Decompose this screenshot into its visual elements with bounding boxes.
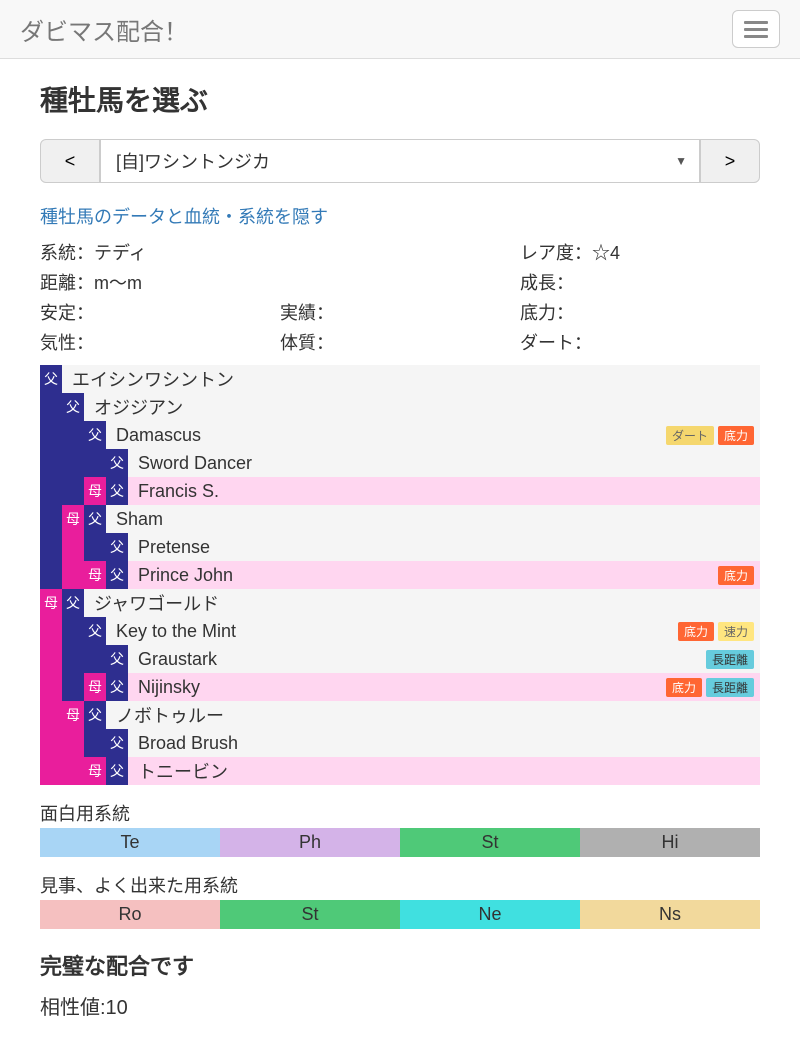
horse-name: Damascus xyxy=(106,421,666,449)
info-temper: 気性： xyxy=(40,329,280,355)
brand[interactable]: ダビマス配合！ xyxy=(20,12,188,47)
lineage-cell: Ns xyxy=(580,900,760,929)
dam-tag: 母 xyxy=(84,673,106,701)
sire-tag: 父 xyxy=(84,421,106,449)
horse-name: エイシンワシントン xyxy=(62,365,760,393)
pedigree-row: 母父Sham xyxy=(40,505,760,533)
lines2-row: RoStNeNs xyxy=(40,900,760,929)
info-health: 体質： xyxy=(280,329,520,355)
pedigree-row: 父Key to the Mint底力速力 xyxy=(40,617,760,645)
result-heading: 完璧な配合です xyxy=(40,949,760,981)
dam-tag: 母 xyxy=(40,589,62,617)
attribute-badge: 底力 xyxy=(718,566,754,585)
stallion-selected: [自]ワシントンジカ xyxy=(116,148,270,174)
dam-tag: 母 xyxy=(84,477,106,505)
pedigree-row: 父Sword Dancer xyxy=(40,449,760,477)
pedigree-row: 父Broad Brush xyxy=(40,729,760,757)
sire-tag: 父 xyxy=(106,477,128,505)
attribute-badge: 底力 xyxy=(678,622,714,641)
info-distance: 距離：m～m xyxy=(40,269,520,295)
toggle-details-link[interactable]: 種牡馬のデータと血統・系統を隠す xyxy=(40,203,760,229)
horse-name: Key to the Mint xyxy=(106,617,678,645)
info-stability: 安定： xyxy=(40,299,280,325)
sire-tag: 父 xyxy=(106,645,128,673)
sire-tag: 父 xyxy=(62,393,84,421)
horse-name: トニービン xyxy=(128,757,760,785)
pedigree-row: 母父Prince John底力 xyxy=(40,561,760,589)
sire-tag: 父 xyxy=(106,729,128,757)
pedigree-row: 母父ジャワゴールド xyxy=(40,589,760,617)
horse-name: オジジアン xyxy=(84,393,760,421)
pedigree-row: 父Pretense xyxy=(40,533,760,561)
pedigree-row: 母父ノボトゥルー xyxy=(40,701,760,729)
sire-tag: 父 xyxy=(40,365,62,393)
sire-tag: 父 xyxy=(84,505,106,533)
prev-button[interactable]: < xyxy=(40,139,100,183)
horse-name: Francis S. xyxy=(128,477,760,505)
result-score: 相性値:10 xyxy=(40,991,760,1020)
info-dirt: ダート： xyxy=(520,329,760,355)
dam-tag: 母 xyxy=(62,505,84,533)
lines2-label: 見事、よく出来た用系統 xyxy=(40,872,760,898)
lines1-row: TePhStHi xyxy=(40,828,760,857)
horse-name: Sword Dancer xyxy=(128,449,760,477)
sire-tag: 父 xyxy=(84,617,106,645)
sire-tag: 父 xyxy=(84,701,106,729)
sire-tag: 父 xyxy=(106,449,128,477)
pedigree-row: 母父トニービン xyxy=(40,757,760,785)
attribute-badge: 速力 xyxy=(718,622,754,641)
info-record: 実績： xyxy=(280,299,520,325)
pedigree-row: 父エイシンワシントン xyxy=(40,365,760,393)
lineage-cell: Hi xyxy=(580,828,760,857)
attribute-badge: ダート xyxy=(666,426,714,445)
sire-tag: 父 xyxy=(106,533,128,561)
menu-toggle-button[interactable] xyxy=(732,10,780,48)
horse-name: Broad Brush xyxy=(128,729,760,757)
horse-name: Pretense xyxy=(128,533,760,561)
info-stamina: 底力： xyxy=(520,299,760,325)
pedigree-row: 母父Nijinsky底力長距離 xyxy=(40,673,760,701)
info-rarity: レア度：☆4 xyxy=(520,239,760,265)
pedigree-row: 父Graustark長距離 xyxy=(40,645,760,673)
sire-tag: 父 xyxy=(62,589,84,617)
navbar: ダビマス配合！ xyxy=(0,0,800,59)
lineage-cell: St xyxy=(220,900,400,929)
lines1-label: 面白用系統 xyxy=(40,800,760,826)
lineage-cell: Ne xyxy=(400,900,580,929)
dam-tag: 母 xyxy=(84,561,106,589)
dam-tag: 母 xyxy=(62,701,84,729)
attribute-badge: 底力 xyxy=(666,678,702,697)
pedigree-row: 父Damascusダート底力 xyxy=(40,421,760,449)
sire-tag: 父 xyxy=(106,673,128,701)
sire-tag: 父 xyxy=(106,561,128,589)
next-button[interactable]: > xyxy=(700,139,760,183)
attribute-badge: 長距離 xyxy=(706,678,754,697)
lineage-cell: St xyxy=(400,828,580,857)
info-growth: 成長： xyxy=(520,269,760,295)
stallion-dropdown[interactable]: [自]ワシントンジカ xyxy=(100,139,700,183)
lineage-cell: Ro xyxy=(40,900,220,929)
horse-name: Nijinsky xyxy=(128,673,666,701)
info-grid: 系統：テディ レア度：☆4 距離：m～m 成長： 安定： 実績： 底力： 気性：… xyxy=(40,239,760,355)
attribute-badge: 長距離 xyxy=(706,650,754,669)
horse-name: Prince John xyxy=(128,561,718,589)
horse-name: Sham xyxy=(106,505,760,533)
info-lineage: 系統：テディ xyxy=(40,239,520,265)
lineage-cell: Ph xyxy=(220,828,400,857)
pedigree-tree: 父エイシンワシントン父オジジアン父Damascusダート底力父Sword Dan… xyxy=(40,365,760,785)
dam-tag: 母 xyxy=(84,757,106,785)
page-title: 種牡馬を選ぶ xyxy=(40,79,760,119)
horse-name: ノボトゥルー xyxy=(106,701,760,729)
horse-name: ジャワゴールド xyxy=(84,589,760,617)
horse-name: Graustark xyxy=(128,645,706,673)
pedigree-row: 父オジジアン xyxy=(40,393,760,421)
stallion-selector: < [自]ワシントンジカ > xyxy=(40,139,760,183)
pedigree-row: 母父Francis S. xyxy=(40,477,760,505)
sire-tag: 父 xyxy=(106,757,128,785)
attribute-badge: 底力 xyxy=(718,426,754,445)
main-container: 種牡馬を選ぶ < [自]ワシントンジカ > 種牡馬のデータと血統・系統を隠す 系… xyxy=(0,59,800,1040)
lineage-cell: Te xyxy=(40,828,220,857)
